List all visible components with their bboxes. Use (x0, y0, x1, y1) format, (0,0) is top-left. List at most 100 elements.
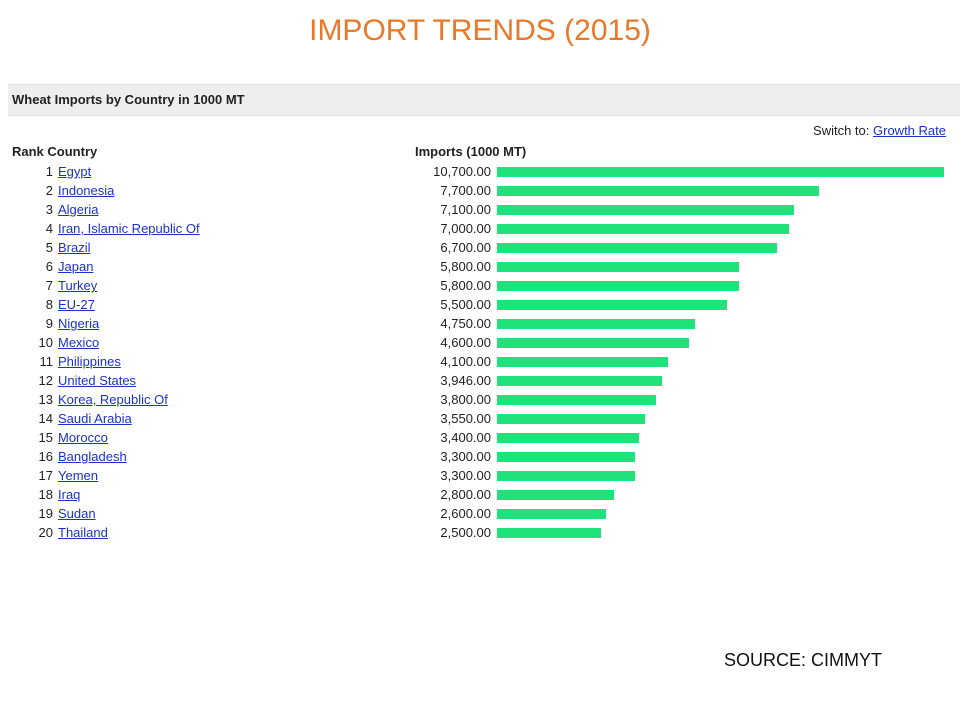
bar (497, 205, 794, 215)
growth-rate-link[interactable]: Growth Rate (873, 123, 946, 138)
value-label: 5,800.00 (440, 259, 491, 274)
bar (497, 490, 614, 500)
bar (497, 300, 727, 310)
bar-row: 14 Saudi Arabia 3,550.00 (8, 410, 960, 429)
value-label: 4,750.00 (440, 316, 491, 331)
bar-row: 10 Mexico 4,600.00 (8, 334, 960, 353)
value-label: 3,300.00 (440, 449, 491, 464)
rank-label: 5 (45, 240, 53, 255)
rank-label: 16 (38, 449, 53, 464)
rank-label: 15 (38, 430, 53, 445)
rank-label: 3 (45, 202, 53, 217)
rank-label: 7 (45, 278, 53, 293)
country-link[interactable]: Saudi Arabia (58, 411, 132, 426)
imports-header: Imports (1000 MT) (415, 144, 527, 159)
country-link[interactable]: Nigeria (58, 316, 100, 331)
bar (497, 357, 668, 367)
rank-label: 17 (38, 468, 53, 483)
country-link[interactable]: Philippines (58, 354, 121, 369)
value-label: 2,500.00 (440, 525, 491, 540)
value-label: 5,500.00 (440, 297, 491, 312)
bar (497, 281, 739, 291)
bar-row: 18 Iraq 2,800.00 (8, 486, 960, 505)
value-label: 3,300.00 (440, 468, 491, 483)
bar-row: 2 Indonesia 7,700.00 (8, 182, 960, 201)
country-link[interactable]: Korea, Republic Of (58, 392, 168, 407)
country-link[interactable]: Indonesia (58, 183, 115, 198)
country-link[interactable]: Thailand (58, 525, 108, 540)
rank-country-header: Rank Country (12, 144, 98, 159)
rank-label: 20 (38, 525, 53, 540)
bar (497, 528, 601, 538)
country-link[interactable]: Bangladesh (58, 449, 127, 464)
rank-label: 6 (45, 259, 53, 274)
bar (497, 338, 689, 348)
country-link[interactable]: Iran, Islamic Republic Of (58, 221, 200, 236)
country-link[interactable]: Yemen (58, 468, 98, 483)
country-link[interactable]: Japan (58, 259, 94, 274)
bar (497, 167, 944, 177)
source-note: SOURCE: CIMMYT (724, 650, 883, 670)
rank-label: 18 (38, 487, 53, 502)
rank-label: 13 (38, 392, 53, 407)
bar-row: 5 Brazil 6,700.00 (8, 239, 960, 258)
rank-label: 8 (45, 297, 53, 312)
bar-row: 20 Thailand 2,500.00 (8, 524, 960, 543)
country-link[interactable]: Egypt (58, 164, 92, 179)
bar (497, 224, 789, 234)
value-label: 4,100.00 (440, 354, 491, 369)
country-link[interactable]: United States (58, 373, 137, 388)
value-label: 5,800.00 (440, 278, 491, 293)
bar-row: 15 Morocco 3,400.00 (8, 429, 960, 448)
value-label: 3,946.00 (440, 373, 491, 388)
rank-label: 2 (45, 183, 53, 198)
bar (497, 509, 606, 519)
value-label: 10,700.00 (433, 164, 491, 179)
country-link[interactable]: Iraq (58, 487, 81, 502)
value-label: 7,700.00 (440, 183, 491, 198)
bar-row: 19 Sudan 2,600.00 (8, 505, 960, 524)
chart-panel: Wheat Imports by Country in 1000 MT Swit… (8, 80, 960, 545)
value-label: 3,550.00 (440, 411, 491, 426)
bar-row: 16 Bangladesh 3,300.00 (8, 448, 960, 467)
country-link[interactable]: Algeria (58, 202, 99, 217)
bar-row: 9 Nigeria 4,750.00 (8, 315, 960, 334)
bar-row: 1 Egypt 10,700.00 (8, 163, 960, 182)
bar (497, 186, 819, 196)
country-link[interactable]: EU-27 (58, 297, 95, 312)
value-label: 6,700.00 (440, 240, 491, 255)
bar (497, 319, 695, 329)
bar (497, 471, 635, 481)
value-label: 7,000.00 (440, 221, 491, 236)
rank-label: 1 (45, 164, 53, 179)
slide-title: IMPORT TRENDS (2015) (309, 14, 651, 47)
bar-row: 7 Turkey 5,800.00 (8, 277, 960, 296)
bar-row: 4 Iran, Islamic Republic Of 7,000.00 (8, 220, 960, 239)
bar (497, 433, 639, 443)
rank-label: 4 (45, 221, 53, 236)
rank-label: 19 (38, 506, 53, 521)
rank-label: 11 (39, 354, 54, 369)
bar (497, 243, 777, 253)
panel-title: Wheat Imports by Country in 1000 MT (12, 92, 245, 107)
country-link[interactable]: Morocco (58, 430, 108, 445)
value-label: 2,800.00 (440, 487, 491, 502)
country-link[interactable]: Sudan (58, 506, 96, 521)
rank-label: 10 (38, 335, 53, 350)
bar (497, 395, 656, 405)
bar-row: 13 Korea, Republic Of 3,800.00 (8, 391, 960, 410)
country-link[interactable]: Brazil (58, 240, 91, 255)
value-label: 4,600.00 (440, 335, 491, 350)
bar (497, 262, 739, 272)
switch-label: Switch to: (813, 123, 870, 138)
rank-label: 9 (45, 316, 53, 331)
bar-row: 8 EU-27 5,500.00 (8, 296, 960, 315)
switch-row: Switch to: Growth Rate (813, 123, 946, 138)
bar-row: 12 United States 3,946.00 (8, 372, 960, 391)
bar-row: 11 Philippines 4,100.00 (8, 353, 960, 372)
value-label: 2,600.00 (440, 506, 491, 521)
value-label: 7,100.00 (440, 202, 491, 217)
country-link[interactable]: Turkey (58, 278, 98, 293)
bar (497, 452, 635, 462)
country-link[interactable]: Mexico (58, 335, 100, 350)
